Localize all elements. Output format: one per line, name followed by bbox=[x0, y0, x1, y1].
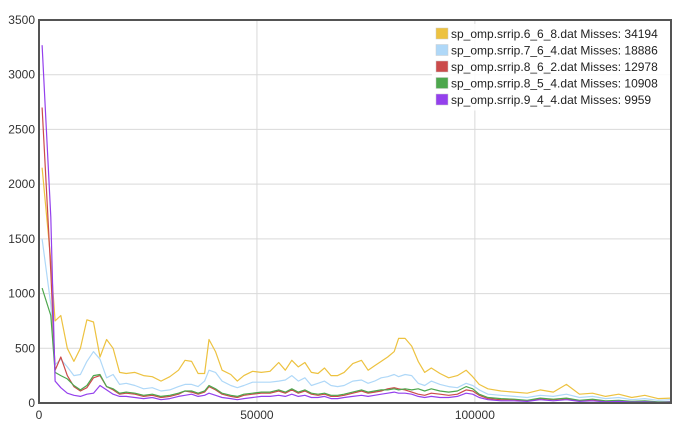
series-line-1 bbox=[41, 167, 672, 400]
y-tick-label: 3000 bbox=[8, 68, 35, 82]
y-tick-label: 2500 bbox=[8, 122, 35, 136]
legend-swatch bbox=[435, 77, 449, 89]
x-tick-label: 100000 bbox=[455, 408, 495, 422]
y-tick-label: 500 bbox=[15, 341, 35, 355]
y-tick-label: 1000 bbox=[8, 287, 35, 301]
grid-lines bbox=[39, 20, 671, 403]
legend-swatch bbox=[435, 93, 449, 106]
legend-background bbox=[432, 24, 670, 111]
x-axis-tick-labels: 0 50000 100000 bbox=[36, 408, 496, 422]
legend-entry: sp_omp.srrip.9_4_4.dat Misses: 9959 bbox=[451, 93, 651, 107]
y-tick-label: 3500 bbox=[8, 13, 35, 27]
series-line-5 bbox=[41, 45, 672, 404]
legend-swatch bbox=[435, 27, 449, 40]
series-line-2 bbox=[41, 238, 672, 401]
legend-entry: sp_omp.srrip.6_6_8.dat Misses: 34194 bbox=[451, 27, 658, 41]
legend-swatch bbox=[435, 60, 449, 73]
legend-swatch bbox=[435, 44, 449, 56]
x-tick-label: 50000 bbox=[240, 408, 274, 422]
x-tick-label: 0 bbox=[36, 408, 43, 422]
legend-entry: sp_omp.srrip.7_6_4.dat Misses: 18886 bbox=[451, 44, 658, 58]
series-line-4 bbox=[41, 287, 672, 403]
plot-area-border bbox=[38, 19, 672, 404]
legend-entry: sp_omp.srrip.8_6_2.dat Misses: 12978 bbox=[451, 60, 658, 74]
y-tick-label: 0 bbox=[28, 396, 35, 410]
y-axis-tick-labels: 0 500 1000 1500 2000 2500 3000 3500 bbox=[8, 13, 35, 410]
legend: sp_omp.srrip.6_6_8.dat Misses: 34194 sp_o… bbox=[432, 24, 670, 111]
series-line-3 bbox=[41, 107, 672, 404]
y-tick-label: 2000 bbox=[8, 177, 35, 191]
y-tick-label: 1500 bbox=[8, 232, 35, 246]
legend-entry: sp_omp.srrip.8_5_4.dat Misses: 10908 bbox=[451, 77, 658, 91]
series-lines bbox=[41, 45, 672, 404]
